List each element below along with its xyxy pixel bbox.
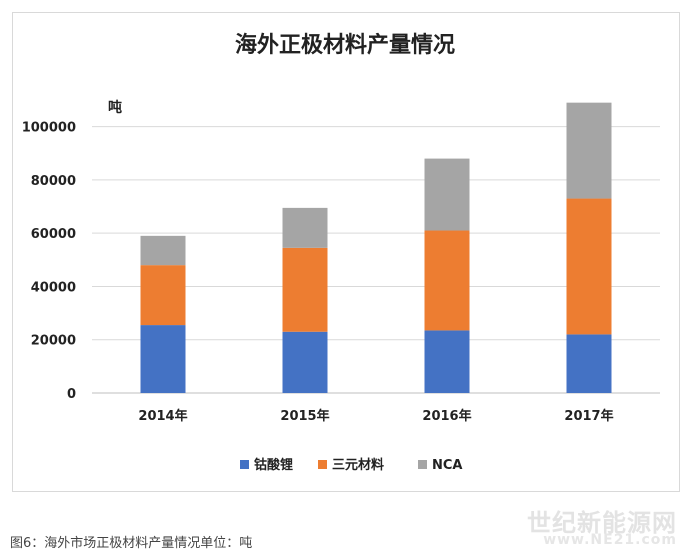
legend-swatch xyxy=(318,460,327,469)
bar-segment xyxy=(140,235,186,266)
bar-segment xyxy=(424,158,470,231)
x-tick-label: 2016年 xyxy=(422,408,471,424)
legend-label: 钴酸锂 xyxy=(254,457,293,473)
chart-title: 海外正极材料产量情况 xyxy=(235,32,455,58)
y-tick-label: 60000 xyxy=(31,227,76,242)
bar-segment xyxy=(424,230,470,331)
legend: 钴酸锂 三元材料 NCA xyxy=(240,457,462,473)
bar-segment xyxy=(566,198,612,335)
y-axis-unit-label: 吨 xyxy=(108,99,122,116)
bar-segment xyxy=(566,102,612,199)
y-tick-label: 100000 xyxy=(22,121,76,136)
bar-segment xyxy=(566,334,612,393)
y-axis-ticks: 0 20000 40000 60000 80000 100000 xyxy=(22,121,76,402)
y-tick-label: 80000 xyxy=(31,174,76,189)
bar-segment xyxy=(140,325,186,393)
bar-segment xyxy=(140,265,186,326)
y-tick-label: 20000 xyxy=(31,334,76,349)
watermark-logo-text: 世纪新能源网 xyxy=(527,509,677,537)
legend-label: 三元材料 xyxy=(332,457,384,473)
bar-segment xyxy=(282,247,328,332)
x-tick-label: 2014年 xyxy=(138,408,187,424)
y-tick-label: 40000 xyxy=(31,280,76,295)
x-tick-label: 2017年 xyxy=(564,408,613,424)
legend-label: NCA xyxy=(432,458,462,473)
legend-swatch xyxy=(418,460,427,469)
legend-swatch xyxy=(240,460,249,469)
gridlines xyxy=(92,126,660,394)
bar-segment xyxy=(282,331,328,393)
bar-segment xyxy=(282,207,328,248)
x-axis-ticks: 2014年 2015年 2016年 2017年 xyxy=(138,408,613,424)
bar-segment xyxy=(424,330,470,393)
bars xyxy=(140,102,612,393)
x-tick-label: 2015年 xyxy=(280,408,329,424)
figure-caption: 图6：海外市场正极材料产量情况单位：吨 xyxy=(10,536,253,551)
watermark-url: www.NE21.com xyxy=(543,532,677,548)
y-tick-label: 0 xyxy=(67,387,76,402)
